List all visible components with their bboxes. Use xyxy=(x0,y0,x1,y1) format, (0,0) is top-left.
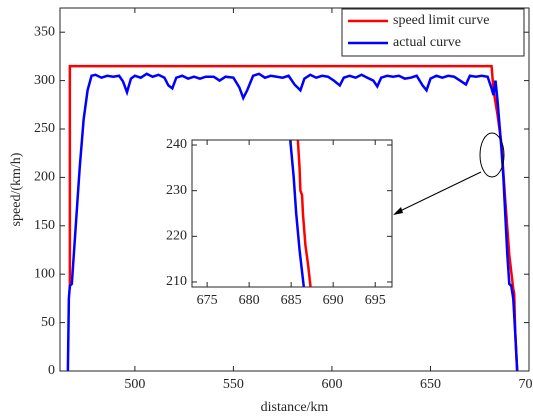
arrow-head xyxy=(393,207,403,215)
x-tick-label: 700 xyxy=(519,377,533,392)
x-tick-label: 600 xyxy=(321,377,342,392)
x-tick-label: 680 xyxy=(239,293,260,308)
legend-box xyxy=(341,8,525,57)
x-tick-label: 685 xyxy=(281,293,302,308)
zoom-arrow xyxy=(397,171,482,213)
zoom-ellipse xyxy=(479,132,505,178)
y-tick-label: 230 xyxy=(166,183,187,198)
x-tick-label: 550 xyxy=(223,377,244,392)
x-tick-label: 675 xyxy=(197,293,218,308)
inset-plot: 675 680 685 690 695 210 220 230 240 xyxy=(166,137,393,308)
y-tick-label: 50 xyxy=(41,315,55,330)
x-tick-label: 695 xyxy=(365,293,386,308)
data-line xyxy=(296,140,312,287)
y-axis-label: speed/(km/h) xyxy=(9,152,24,226)
data-line xyxy=(289,140,306,287)
x-tick-label: 650 xyxy=(420,377,441,392)
legend-label: actual curve xyxy=(393,35,461,50)
x-tick-label: 500 xyxy=(124,377,145,392)
x-tick-label: 690 xyxy=(323,293,344,308)
y-tick-label: 350 xyxy=(34,24,55,39)
y-tick-label: 200 xyxy=(34,170,55,185)
y-tick-label: 250 xyxy=(34,121,55,136)
y-tick-label: 150 xyxy=(34,218,55,233)
y-tick-label: 210 xyxy=(166,274,187,289)
legend-label: speed limit curve xyxy=(393,13,489,28)
data-line xyxy=(66,72,519,371)
y-tick-label: 240 xyxy=(166,137,187,152)
y-tick-label: 220 xyxy=(166,229,187,244)
y-tick-label: 100 xyxy=(34,266,55,281)
main-plot: 500 550 600 650 700 0 50 100 150 200 250 300 350 dist… xyxy=(9,7,533,415)
y-tick-label: 300 xyxy=(34,73,55,88)
x-axis-label: distance/km xyxy=(261,400,329,415)
y-tick-label: 0 xyxy=(48,363,55,378)
